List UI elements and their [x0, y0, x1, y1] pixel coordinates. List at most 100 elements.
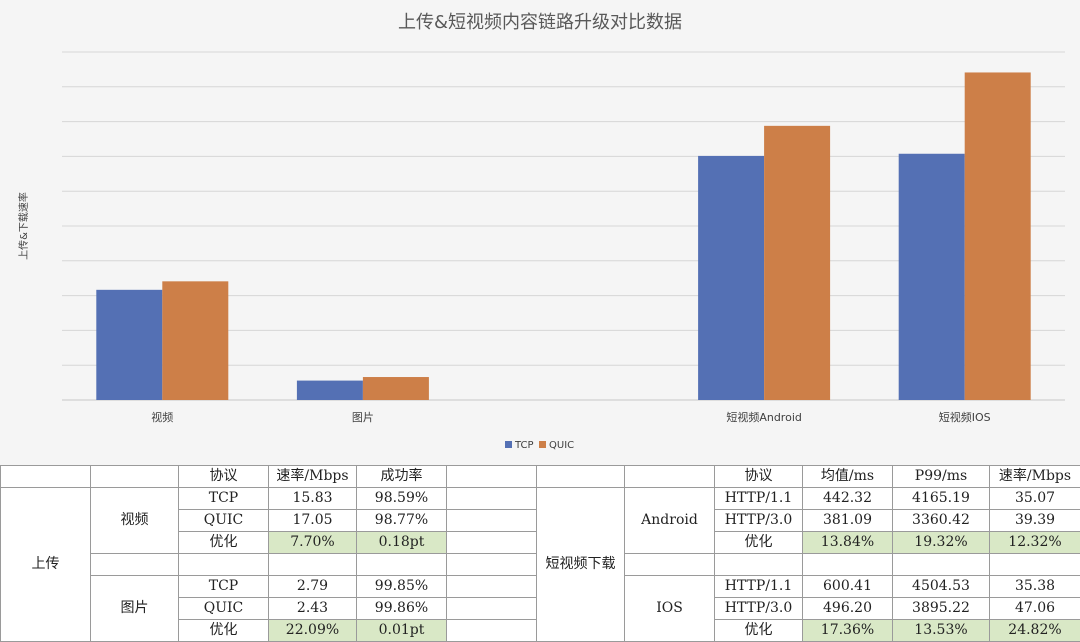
- table-cell: 优化: [178, 531, 269, 554]
- table-cell: [90, 465, 179, 488]
- table-row: 短视频下载 Android HTTP/1.1 442.32 4165.19 35…: [536, 487, 1080, 642]
- table-cell: 496.20: [802, 597, 893, 620]
- table-cell: [446, 531, 537, 554]
- column-header: P99/ms: [892, 465, 990, 488]
- highlight-cell: 22.09%: [268, 619, 357, 642]
- table-cell: 35.38: [989, 575, 1080, 598]
- group-label: Android: [624, 487, 715, 554]
- legend-swatch: [505, 441, 512, 448]
- bar-quic: [162, 281, 229, 400]
- highlight-cell: 7.70%: [268, 531, 357, 554]
- table-cell: TCP: [178, 575, 269, 598]
- x-tick-label: 视频: [151, 410, 173, 424]
- table-cell: [446, 509, 537, 532]
- table-cell: 2.79: [268, 575, 357, 598]
- table-cell: [0, 465, 91, 488]
- legend-swatch: [539, 441, 546, 448]
- x-tick-label: 短视频Android: [726, 410, 802, 424]
- table-cell: [624, 553, 715, 576]
- table-cell: 优化: [178, 619, 269, 642]
- highlight-cell: 13.53%: [892, 619, 990, 642]
- table-cell: [446, 487, 537, 510]
- table-row: 协议 速率/Mbps 成功率: [0, 465, 537, 488]
- table-cell: [90, 553, 179, 576]
- column-header: 速率/Mbps: [989, 465, 1080, 488]
- table-cell: [536, 465, 625, 488]
- table-cell: 优化: [714, 619, 803, 642]
- table-cell: 17.05: [268, 509, 357, 532]
- table-row: [1, 553, 537, 576]
- column-header: 协议: [714, 465, 803, 488]
- download-table: 协议 均值/ms P99/ms 速率/Mbps 短视频下载 Android HT…: [536, 465, 1080, 642]
- table-cell: [356, 553, 447, 576]
- highlight-cell: 17.36%: [802, 619, 893, 642]
- highlight-cell: 0.01pt: [356, 619, 447, 642]
- highlight-cell: 0.18pt: [356, 531, 447, 554]
- table-row: 协议 均值/ms P99/ms 速率/Mbps: [536, 465, 1080, 488]
- table-cell: [802, 553, 893, 576]
- legend-label: QUIC: [549, 440, 574, 451]
- table-cell: [446, 575, 537, 598]
- bar-tcp: [96, 289, 163, 400]
- table-cell: 4165.19: [892, 487, 990, 510]
- table-cell: HTTP/3.0: [714, 597, 803, 620]
- column-header: 协议: [178, 465, 269, 488]
- table-row: IOS HTTP/1.1 600.41 4504.53 35.38: [537, 575, 1080, 642]
- table-row: 优化 22.09% 0.01pt: [1, 619, 537, 642]
- upload-table: 协议 速率/Mbps 成功率 上传 视频 TCP 15.83 98.59% QU…: [0, 465, 537, 642]
- table-cell: 4504.53: [892, 575, 990, 598]
- y-axis-label: 上传&下载速率: [17, 192, 30, 260]
- highlight-cell: 24.82%: [989, 619, 1080, 642]
- legend-label: TCP: [514, 440, 534, 451]
- group-label: IOS: [624, 575, 715, 642]
- column-header: 成功率: [356, 465, 447, 488]
- table-cell: QUIC: [178, 597, 269, 620]
- highlight-cell: 12.32%: [989, 531, 1080, 554]
- table-cell: 98.59%: [356, 487, 447, 510]
- table-cell: 98.77%: [356, 509, 447, 532]
- table-cell: HTTP/1.1: [714, 575, 803, 598]
- bar-quic: [362, 377, 429, 400]
- table-cell: [714, 553, 803, 576]
- table-cell: [892, 553, 990, 576]
- table-row: 优化 7.70% 0.18pt: [1, 531, 537, 554]
- table-cell: [989, 553, 1080, 576]
- chart-area: 上传&短视频内容链路升级对比数据 上传&下载速率 视频 图片 短视频Android 短视频…: [17, 12, 1065, 451]
- table-row: 优化 13.84% 19.32% 12.32%: [537, 531, 1080, 554]
- section-label: 短视频下载: [536, 487, 625, 642]
- table-cell: 600.41: [802, 575, 893, 598]
- table-cell: HTTP/3.0: [714, 509, 803, 532]
- table-cell: QUIC: [178, 509, 269, 532]
- column-header: 均值/ms: [802, 465, 893, 488]
- table-row: 优化 17.36% 13.53% 24.82%: [537, 619, 1080, 642]
- bar-quic: [764, 125, 831, 401]
- bar-tcp: [898, 153, 965, 400]
- table-cell: [178, 553, 269, 576]
- x-tick-label: 短视频IOS: [939, 410, 991, 424]
- table-cell: 35.07: [989, 487, 1080, 510]
- table-cell: [624, 465, 715, 488]
- table-cell: [446, 465, 537, 488]
- table-cell: 99.85%: [356, 575, 447, 598]
- column-header: 速率/Mbps: [268, 465, 357, 488]
- table-cell: 47.06: [989, 597, 1080, 620]
- table-cell: [446, 597, 537, 620]
- table-cell: 39.39: [989, 509, 1080, 532]
- bar-quic: [964, 72, 1031, 400]
- table-row: 上传 视频 TCP 15.83 98.59%: [0, 487, 537, 642]
- table-cell: 99.86%: [356, 597, 447, 620]
- table-cell: HTTP/1.1: [714, 487, 803, 510]
- table-cell: 442.32: [802, 487, 893, 510]
- group-label: 图片: [90, 575, 179, 642]
- table-cell: 3360.42: [892, 509, 990, 532]
- highlight-cell: 13.84%: [802, 531, 893, 554]
- section-label: 上传: [0, 487, 91, 642]
- group-label: 视频: [90, 487, 179, 554]
- table-row: QUIC 17.05 98.77%: [1, 509, 537, 532]
- table-cell: 15.83: [268, 487, 357, 510]
- table-cell: 优化: [714, 531, 803, 554]
- table-cell: [446, 553, 537, 576]
- table-cell: 3895.22: [892, 597, 990, 620]
- table-cell: [446, 619, 537, 642]
